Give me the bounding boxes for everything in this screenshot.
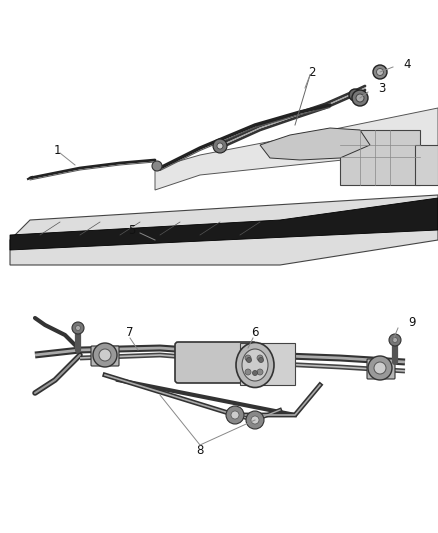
Circle shape — [246, 411, 264, 429]
Polygon shape — [10, 198, 438, 250]
Circle shape — [231, 411, 239, 419]
Circle shape — [258, 358, 264, 362]
Circle shape — [356, 94, 364, 102]
Text: 6: 6 — [251, 326, 259, 338]
Text: 8: 8 — [196, 443, 204, 456]
Text: 5: 5 — [128, 223, 136, 237]
Circle shape — [72, 322, 84, 334]
Text: 9: 9 — [408, 316, 416, 328]
Polygon shape — [155, 108, 438, 190]
FancyBboxPatch shape — [415, 145, 438, 185]
FancyBboxPatch shape — [340, 130, 420, 185]
Circle shape — [252, 370, 258, 376]
Circle shape — [373, 65, 387, 79]
Circle shape — [99, 349, 111, 361]
Circle shape — [75, 326, 81, 330]
Circle shape — [245, 369, 251, 375]
Circle shape — [352, 90, 368, 106]
Text: 1: 1 — [53, 143, 61, 157]
Circle shape — [152, 161, 162, 171]
Circle shape — [368, 356, 392, 380]
Text: 7: 7 — [126, 326, 134, 338]
Circle shape — [251, 416, 259, 424]
FancyBboxPatch shape — [240, 343, 295, 385]
Text: 3: 3 — [378, 83, 385, 95]
Polygon shape — [260, 128, 370, 160]
Circle shape — [213, 139, 227, 153]
Circle shape — [349, 89, 361, 101]
Polygon shape — [10, 195, 438, 265]
Circle shape — [257, 355, 263, 361]
Circle shape — [257, 369, 263, 375]
FancyBboxPatch shape — [367, 359, 395, 379]
Ellipse shape — [242, 349, 268, 381]
FancyBboxPatch shape — [175, 342, 256, 383]
Text: 2: 2 — [308, 66, 316, 78]
FancyBboxPatch shape — [91, 346, 119, 366]
Circle shape — [245, 355, 251, 361]
Circle shape — [226, 406, 244, 424]
Text: 4: 4 — [403, 59, 410, 71]
Circle shape — [247, 358, 251, 362]
Circle shape — [392, 337, 398, 343]
Circle shape — [389, 334, 401, 346]
Circle shape — [93, 343, 117, 367]
Circle shape — [377, 69, 384, 76]
Circle shape — [374, 362, 386, 374]
Circle shape — [217, 143, 223, 149]
Ellipse shape — [236, 343, 274, 387]
